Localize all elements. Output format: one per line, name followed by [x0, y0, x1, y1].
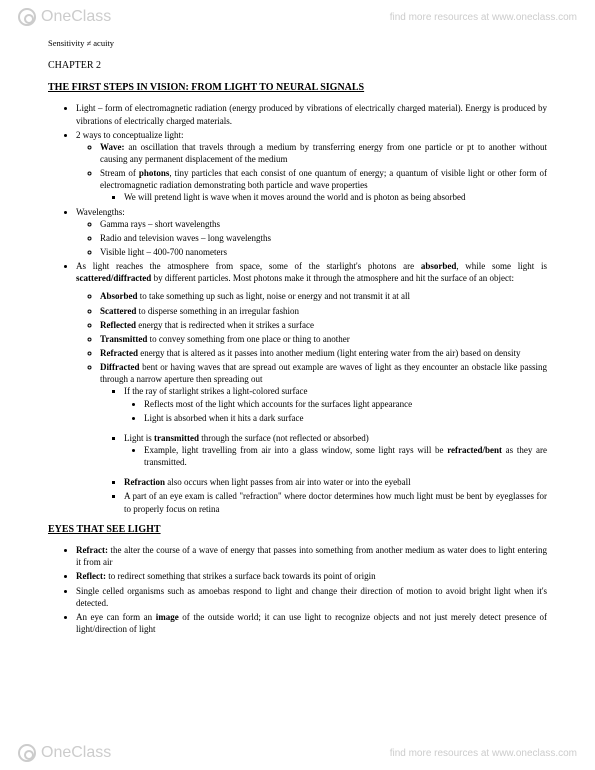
- text: the alter the course of a wave of energy…: [76, 545, 547, 567]
- list-item: Refraction also occurs when light passes…: [124, 476, 547, 488]
- list-item: Reflects most of the light which account…: [144, 398, 547, 410]
- brand-icon: [18, 744, 36, 762]
- sublist: We will pretend light is wave when it mo…: [100, 191, 547, 203]
- text: to take something up such as light, nois…: [138, 291, 411, 301]
- list-item: Light is absorbed when it hits a dark su…: [144, 412, 547, 424]
- term: Reflected: [100, 320, 136, 330]
- sublist: If the ray of starlight strikes a light-…: [100, 385, 547, 514]
- term: Wave:: [100, 142, 125, 152]
- list-item: An eye can form an image of the outside …: [76, 611, 547, 635]
- text: energy that is redirected when it strike…: [136, 320, 314, 330]
- list-item: Light is transmitted through the surface…: [124, 432, 547, 468]
- term: Refract:: [76, 545, 108, 555]
- text: Wavelengths:: [76, 207, 125, 217]
- text: An eye can form an: [76, 612, 156, 622]
- term: Refraction: [124, 477, 165, 487]
- section1-list: Light – form of electromagnetic radiatio…: [48, 102, 547, 514]
- more-resources-link: find more resources at www.oneclass.com: [390, 12, 577, 23]
- term: refracted/bent: [447, 445, 502, 455]
- term: photons: [139, 168, 170, 178]
- term: Absorbed: [100, 291, 138, 301]
- term: Transmitted: [100, 334, 147, 344]
- watermark-bottom: OneClass find more resources at www.onec…: [0, 736, 595, 770]
- text: Stream of: [100, 168, 139, 178]
- watermark-top: OneClass find more resources at www.onec…: [0, 0, 595, 34]
- list-item: Single celled organisms such as amoebas …: [76, 585, 547, 609]
- term: scattered/diffracted: [76, 273, 151, 283]
- list-item: 2 ways to conceptualize light: Wave: an …: [76, 129, 547, 204]
- list-item: If the ray of starlight strikes a light-…: [124, 385, 547, 423]
- brand-logo: OneClass: [18, 744, 111, 762]
- chapter-heading: CHAPTER 2: [48, 59, 547, 73]
- list-item: Scattered to disperse something in an ir…: [100, 305, 547, 317]
- list-item: Absorbed to take something up such as li…: [100, 290, 547, 302]
- section2-list: Refract: the alter the course of a wave …: [48, 544, 547, 635]
- section-title-1: THE FIRST STEPS IN VISION: FROM LIGHT TO…: [48, 81, 547, 95]
- sublist: Example, light travelling from air into …: [124, 444, 547, 468]
- list-item: As light reaches the atmosphere from spa…: [76, 260, 547, 515]
- term: transmitted: [154, 433, 199, 443]
- list-item: Example, light travelling from air into …: [144, 444, 547, 468]
- term: absorbed: [421, 261, 457, 271]
- text: to convey something from one place or th…: [147, 334, 349, 344]
- text: to disperse something in an irregular fa…: [136, 306, 299, 316]
- list-item: Reflected energy that is redirected when…: [100, 319, 547, 331]
- list-item: Diffracted bent or having waves that are…: [100, 361, 547, 515]
- sublist: Absorbed to take something up such as li…: [76, 290, 547, 514]
- list-item: Refracted energy that is altered as it p…: [100, 347, 547, 359]
- list-item: Gamma rays – short wavelengths: [100, 218, 547, 230]
- text: Example, light travelling from air into …: [144, 445, 447, 455]
- text: bent or having waves that are spread out…: [100, 362, 547, 384]
- term: image: [156, 612, 179, 622]
- brand-text: OneClass: [41, 744, 111, 762]
- meta-note: Sensitivity ≠ acuity: [48, 38, 547, 49]
- text: 2 ways to conceptualize light:: [76, 130, 183, 140]
- text: also occurs when light passes from air i…: [165, 477, 411, 487]
- brand-logo: OneClass: [18, 8, 111, 26]
- more-resources-link: find more resources at www.oneclass.com: [390, 748, 577, 759]
- list-item: Wavelengths: Gamma rays – short waveleng…: [76, 206, 547, 259]
- list-item: Transmitted to convey something from one…: [100, 333, 547, 345]
- list-item: Visible light – 400-700 nanometers: [100, 246, 547, 258]
- sublist: Wave: an oscillation that travels throug…: [76, 141, 547, 204]
- text: energy that is altered as it passes into…: [138, 348, 520, 358]
- list-item: Wave: an oscillation that travels throug…: [100, 141, 547, 165]
- sublist: Gamma rays – short wavelengths Radio and…: [76, 218, 547, 258]
- list-item: Stream of photons, tiny particles that e…: [100, 167, 547, 203]
- document-page: Sensitivity ≠ acuity CHAPTER 2 THE FIRST…: [0, 0, 595, 681]
- text: If the ray of starlight strikes a light-…: [124, 386, 307, 396]
- text: by different particles. Most photons mak…: [151, 273, 514, 283]
- brand-text: OneClass: [41, 8, 111, 26]
- brand-icon: [18, 8, 36, 26]
- text: Light is: [124, 433, 154, 443]
- term: Reflect:: [76, 571, 106, 581]
- list-item: We will pretend light is wave when it mo…: [124, 191, 547, 203]
- text: to redirect something that strikes a sur…: [106, 571, 376, 581]
- sublist: Reflects most of the light which account…: [124, 398, 547, 424]
- text: through the surface (not reflected or ab…: [199, 433, 369, 443]
- text: an oscillation that travels through a me…: [100, 142, 547, 164]
- section-title-2: EYES THAT SEE LIGHT: [48, 523, 547, 537]
- list-item: A part of an eye exam is called "refract…: [124, 490, 547, 514]
- list-item: Reflect: to redirect something that stri…: [76, 570, 547, 582]
- text: As light reaches the atmosphere from spa…: [76, 261, 421, 271]
- list-item: Light – form of electromagnetic radiatio…: [76, 102, 547, 126]
- text: , while some light is: [456, 261, 547, 271]
- list-item: Refract: the alter the course of a wave …: [76, 544, 547, 568]
- term: Refracted: [100, 348, 138, 358]
- term: Scattered: [100, 306, 136, 316]
- term: Diffracted: [100, 362, 139, 372]
- list-item: Radio and television waves – long wavele…: [100, 232, 547, 244]
